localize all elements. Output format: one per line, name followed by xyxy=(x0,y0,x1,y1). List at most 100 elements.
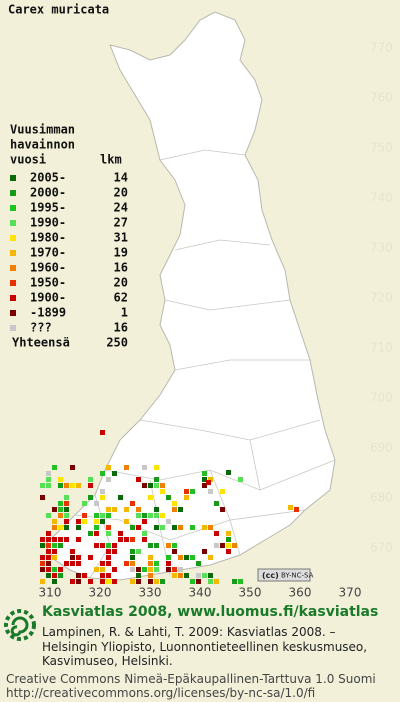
citation-line: Kasvimuseo, Helsinki. xyxy=(42,654,173,668)
northing-label: 680 xyxy=(370,491,393,505)
legend-total-label: Yhteensä xyxy=(12,336,70,350)
record-square xyxy=(52,507,57,512)
record-square xyxy=(58,507,63,512)
record-square xyxy=(46,549,51,554)
legend-swatch xyxy=(10,250,16,256)
record-square xyxy=(178,555,183,560)
record-square xyxy=(136,507,141,512)
record-square xyxy=(130,567,135,572)
legend-heading: Vuusimman xyxy=(10,123,75,137)
record-square xyxy=(100,579,105,584)
legend-count: 24 xyxy=(114,201,128,215)
record-square xyxy=(202,483,207,488)
footer-heading: Kasviatlas 2008, www.luomus.fi/kasviatla… xyxy=(42,604,379,620)
record-square xyxy=(88,477,93,482)
record-square xyxy=(70,579,75,584)
record-square xyxy=(58,513,63,518)
record-square xyxy=(226,537,231,542)
legend-count-heading: lkm xyxy=(100,153,122,167)
record-square xyxy=(130,525,135,530)
legend-count: 20 xyxy=(114,276,128,290)
record-square xyxy=(208,525,213,530)
legend-swatch xyxy=(10,310,16,316)
record-square xyxy=(142,513,147,518)
record-square xyxy=(226,531,231,536)
record-square xyxy=(142,537,147,542)
legend-heading: havainnon xyxy=(10,138,75,152)
easting-label: 350 xyxy=(239,586,262,600)
record-square xyxy=(40,495,45,500)
legend-swatch xyxy=(10,325,16,331)
record-square xyxy=(154,561,159,566)
record-square xyxy=(82,513,87,518)
record-square xyxy=(136,579,141,584)
record-square xyxy=(40,537,45,542)
record-square xyxy=(154,579,159,584)
record-square xyxy=(76,525,81,530)
record-square xyxy=(52,519,57,524)
record-square xyxy=(196,561,201,566)
record-square xyxy=(106,555,111,560)
record-square xyxy=(172,573,177,578)
record-square xyxy=(154,507,159,512)
record-square xyxy=(64,513,69,518)
record-square xyxy=(172,525,177,530)
record-square xyxy=(112,471,117,476)
record-square xyxy=(82,501,87,506)
record-square xyxy=(172,501,177,506)
record-square xyxy=(40,579,45,584)
record-square xyxy=(70,483,75,488)
record-square xyxy=(208,579,213,584)
record-square xyxy=(148,567,153,572)
record-square xyxy=(190,489,195,494)
record-square xyxy=(76,561,81,566)
record-square xyxy=(160,579,165,584)
record-square xyxy=(46,561,51,566)
record-square xyxy=(214,501,219,506)
record-square xyxy=(100,489,105,494)
legend-count: 1 xyxy=(121,306,128,320)
record-square xyxy=(64,561,69,566)
legend-label: 1995- xyxy=(30,201,66,215)
record-square xyxy=(64,483,69,488)
record-square xyxy=(100,573,105,578)
record-square xyxy=(76,483,81,488)
northing-label: 760 xyxy=(370,91,393,105)
record-square xyxy=(148,555,153,560)
record-square xyxy=(202,525,207,530)
record-square xyxy=(100,519,105,524)
record-square xyxy=(154,513,159,518)
record-square xyxy=(172,507,177,512)
legend-swatch xyxy=(10,280,16,286)
record-square xyxy=(106,561,111,566)
record-square xyxy=(178,573,183,578)
record-square xyxy=(202,573,207,578)
license-line: http://creativecommons.org/licenses/by-n… xyxy=(6,686,316,700)
legend-count: 27 xyxy=(114,216,128,230)
record-square xyxy=(202,471,207,476)
record-square xyxy=(46,555,51,560)
record-square xyxy=(142,567,147,572)
grid-labels: 770 760 750 740 730 720 710 700 690 680 670 310 320 3… xyxy=(39,41,393,600)
northing-label: 770 xyxy=(370,41,393,55)
record-square xyxy=(94,531,99,536)
legend-swatch xyxy=(10,235,16,241)
record-square xyxy=(76,537,81,542)
northing-label: 750 xyxy=(370,141,393,155)
record-square xyxy=(154,483,159,488)
record-square xyxy=(52,549,57,554)
record-square xyxy=(136,477,141,482)
record-square xyxy=(130,579,135,584)
legend-count: 31 xyxy=(114,231,128,245)
record-square xyxy=(106,525,111,530)
legend-swatch xyxy=(10,205,16,211)
record-square xyxy=(40,561,45,566)
record-square xyxy=(46,531,51,536)
record-square xyxy=(46,567,51,572)
record-square xyxy=(88,579,93,584)
license-line: Creative Commons Nimeä-Epäkaupallinen-Ta… xyxy=(6,672,376,686)
record-square xyxy=(208,555,213,560)
record-square xyxy=(52,525,57,530)
record-square xyxy=(112,579,117,584)
record-square xyxy=(220,489,225,494)
